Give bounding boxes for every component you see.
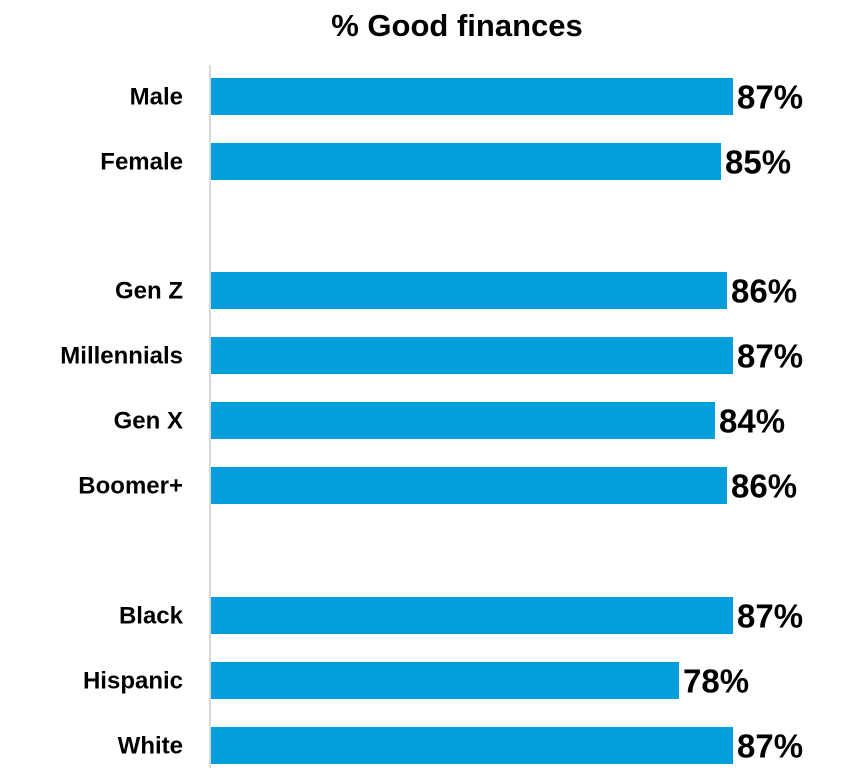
bar: [211, 597, 733, 634]
data-label: 87%: [737, 598, 803, 635]
bar: [211, 662, 679, 699]
category-label: Black: [119, 603, 184, 630]
data-label: 84%: [719, 403, 785, 440]
bar: [211, 272, 727, 309]
bar: [211, 337, 733, 374]
data-label: 78%: [683, 663, 749, 700]
data-label: 87%: [737, 728, 803, 765]
bar: [211, 727, 733, 764]
category-label: Female: [100, 149, 183, 176]
category-label: Hispanic: [83, 668, 183, 695]
bar: [211, 143, 721, 180]
data-label: 86%: [731, 468, 797, 505]
bar: [211, 78, 733, 115]
data-label: 86%: [731, 273, 797, 310]
category-label: Millennials: [60, 343, 183, 370]
category-label: White: [118, 733, 183, 760]
category-label: Gen X: [114, 408, 183, 435]
bar: [211, 467, 727, 504]
bars-group: Male 87% Female 85% Gen Z 86% Millennials 87% Ge…: [60, 78, 803, 765]
data-label: 87%: [737, 338, 803, 375]
category-label: Male: [130, 84, 183, 111]
chart-title: % Good finances: [331, 8, 582, 43]
bar: [211, 402, 715, 439]
category-label: Boomer+: [78, 473, 183, 500]
data-label: 85%: [725, 144, 791, 181]
category-label: Gen Z: [115, 278, 183, 305]
data-label: 87%: [737, 79, 803, 116]
